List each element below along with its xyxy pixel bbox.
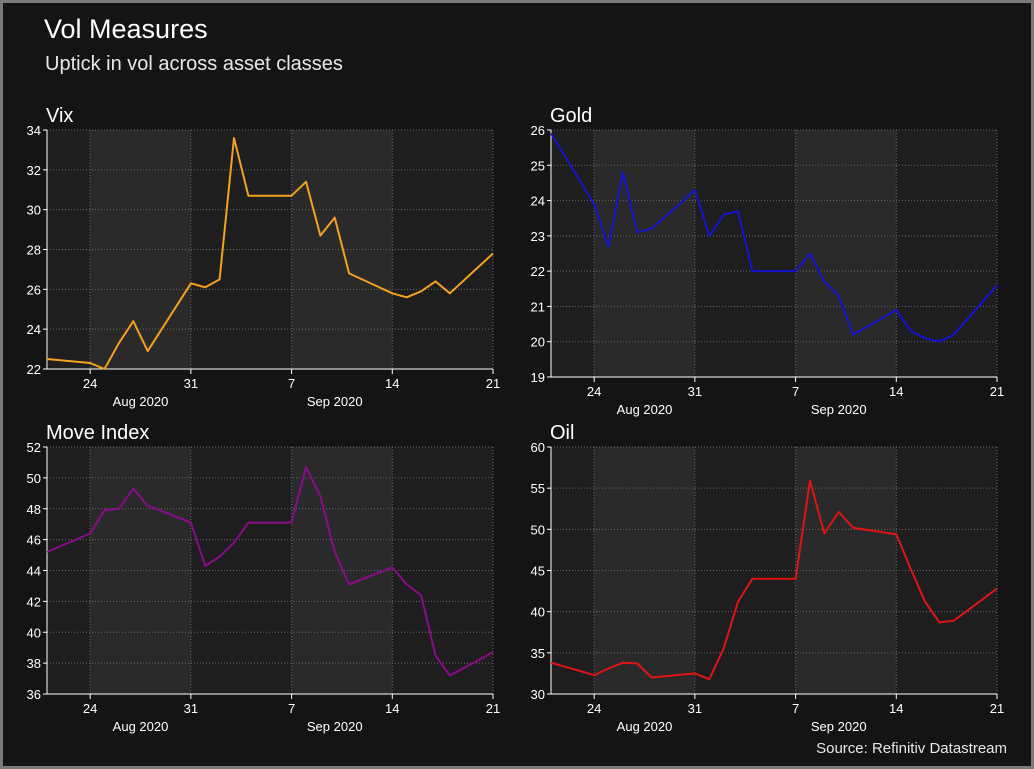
x-month-label: Sep 2020 bbox=[307, 719, 363, 734]
y-tick-label: 30 bbox=[27, 203, 41, 218]
x-tick-label: 24 bbox=[83, 376, 97, 391]
x-tick-label: 14 bbox=[889, 701, 903, 716]
y-tick-label: 24 bbox=[27, 322, 41, 337]
x-tick-label: 31 bbox=[184, 701, 198, 716]
x-tick-label: 7 bbox=[288, 376, 295, 391]
x-tick-label: 14 bbox=[385, 701, 399, 716]
y-tick-label: 50 bbox=[27, 471, 41, 486]
y-tick-label: 34 bbox=[27, 123, 41, 138]
y-tick-label: 20 bbox=[531, 335, 545, 350]
y-tick-label: 55 bbox=[531, 481, 545, 496]
y-tick-label: 25 bbox=[531, 158, 545, 173]
x-month-label: Aug 2020 bbox=[617, 719, 673, 734]
y-tick-label: 19 bbox=[531, 370, 545, 385]
page-subtitle: Uptick in vol across asset classes bbox=[45, 53, 343, 75]
week-band bbox=[594, 130, 695, 377]
y-tick-label: 30 bbox=[531, 687, 545, 702]
x-month-label: Aug 2020 bbox=[113, 719, 169, 734]
y-tick-label: 32 bbox=[27, 163, 41, 178]
x-tick-label: 31 bbox=[688, 384, 702, 399]
y-tick-label: 48 bbox=[27, 502, 41, 517]
x-tick-label: 21 bbox=[486, 701, 500, 716]
y-tick-label: 24 bbox=[531, 194, 545, 209]
y-tick-label: 52 bbox=[27, 440, 41, 455]
panel-title: Vix bbox=[46, 105, 73, 127]
x-tick-label: 21 bbox=[486, 376, 500, 391]
y-tick-label: 28 bbox=[27, 243, 41, 258]
series-line bbox=[46, 466, 494, 677]
x-tick-label: 31 bbox=[184, 376, 198, 391]
x-tick-label: 7 bbox=[288, 701, 295, 716]
week-band bbox=[795, 130, 897, 377]
y-tick-label: 38 bbox=[27, 656, 41, 671]
x-tick-label: 7 bbox=[792, 701, 799, 716]
x-tick-label: 21 bbox=[990, 701, 1004, 716]
x-tick-label: 21 bbox=[990, 384, 1004, 399]
y-tick-label: 36 bbox=[27, 687, 41, 702]
y-tick-label: 50 bbox=[531, 522, 545, 537]
y-tick-label: 26 bbox=[27, 282, 41, 297]
x-tick-label: 24 bbox=[587, 701, 601, 716]
page-title: Vol Measures bbox=[44, 14, 208, 44]
y-tick-label: 60 bbox=[531, 440, 545, 455]
y-tick-label: 40 bbox=[27, 625, 41, 640]
y-tick-label: 35 bbox=[531, 646, 545, 661]
x-tick-label: 14 bbox=[385, 376, 399, 391]
source-note: Source: Refinitiv Datastream bbox=[816, 740, 1007, 757]
x-month-label: Sep 2020 bbox=[307, 394, 363, 409]
panel-title: Oil bbox=[550, 422, 574, 444]
x-tick-label: 31 bbox=[688, 701, 702, 716]
series-line bbox=[550, 479, 998, 681]
y-tick-label: 44 bbox=[27, 564, 41, 579]
panel-title: Move Index bbox=[46, 422, 149, 444]
y-tick-label: 22 bbox=[531, 264, 545, 279]
y-tick-label: 40 bbox=[531, 605, 545, 620]
x-month-label: Aug 2020 bbox=[113, 394, 169, 409]
y-tick-label: 23 bbox=[531, 229, 545, 244]
y-tick-label: 22 bbox=[27, 362, 41, 377]
y-tick-label: 21 bbox=[531, 299, 545, 314]
series-line bbox=[46, 137, 494, 370]
y-tick-label: 46 bbox=[27, 533, 41, 548]
series-line bbox=[550, 132, 998, 343]
y-tick-label: 45 bbox=[531, 564, 545, 579]
x-tick-label: 7 bbox=[792, 384, 799, 399]
x-tick-label: 24 bbox=[587, 384, 601, 399]
panel-title: Gold bbox=[550, 105, 592, 127]
x-tick-label: 24 bbox=[83, 701, 97, 716]
y-tick-label: 26 bbox=[531, 123, 545, 138]
x-month-label: Aug 2020 bbox=[617, 402, 673, 417]
x-tick-label: 14 bbox=[889, 384, 903, 399]
x-month-label: Sep 2020 bbox=[811, 402, 867, 417]
y-tick-label: 42 bbox=[27, 594, 41, 609]
x-month-label: Sep 2020 bbox=[811, 719, 867, 734]
